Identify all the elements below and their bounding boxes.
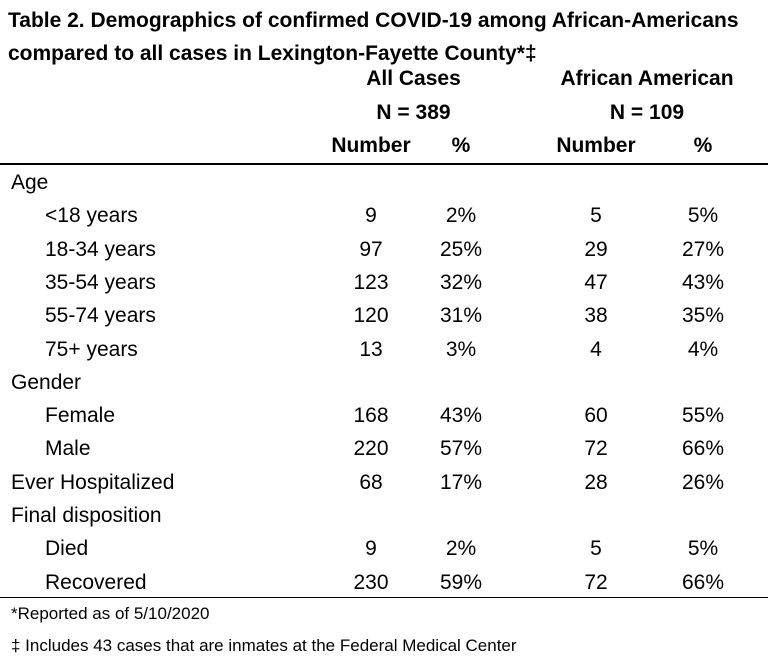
- group-header-african-american: African American: [560, 67, 734, 90]
- table-row: Age: [0, 166, 768, 199]
- african-american-number: 60: [584, 404, 608, 428]
- table-row: Male 220 57% 72 66%: [0, 432, 768, 465]
- row-label: 18-34 years: [45, 237, 156, 261]
- all-cases-percent: 31%: [439, 304, 483, 328]
- african-american-number: 72: [584, 437, 608, 461]
- african-american-percent: 66%: [681, 570, 725, 594]
- group-n-african-american: N = 109: [609, 101, 685, 124]
- african-american-number: 72: [584, 570, 608, 594]
- table-row: 75+ years 13 3% 4 4%: [0, 333, 768, 366]
- row-label: 75+ years: [45, 337, 138, 361]
- all-cases-number: 9: [365, 537, 377, 561]
- african-american-number: 5: [590, 537, 602, 561]
- all-cases-percent: 32%: [439, 270, 483, 294]
- row-label: <18 years: [45, 204, 138, 228]
- all-cases-percent: 2%: [445, 537, 477, 561]
- group-n-all-cases: N = 389: [376, 101, 451, 124]
- col-header-all-number: Number: [331, 134, 411, 157]
- table-row: 35-54 years 123 32% 47 43%: [0, 266, 768, 299]
- table-row: Died 9 2% 5 5%: [0, 532, 768, 565]
- african-american-percent: 5%: [687, 537, 719, 561]
- table-row: Gender: [0, 366, 768, 399]
- african-american-number: 47: [584, 270, 608, 294]
- col-header-all-percent: %: [451, 134, 471, 157]
- african-american-number: 5: [590, 204, 602, 228]
- row-label: Final disposition: [11, 504, 162, 527]
- footnote-inmates: ‡ Includes 43 cases that are inmates at …: [11, 636, 517, 655]
- all-cases-number: 230: [353, 570, 389, 594]
- row-label: 55-74 years: [45, 304, 156, 328]
- african-american-percent: 4%: [687, 337, 719, 361]
- african-american-percent: 27%: [681, 237, 725, 261]
- table-row: Final disposition: [0, 499, 768, 532]
- bottom-rule: [0, 597, 768, 598]
- all-cases-percent: 25%: [439, 237, 483, 261]
- footnote-reported: *Reported as of 5/10/2020: [11, 604, 210, 623]
- african-american-percent: 43%: [681, 270, 725, 294]
- african-american-percent: 5%: [687, 204, 719, 228]
- all-cases-number: 220: [353, 437, 389, 461]
- african-american-number: 29: [584, 237, 608, 261]
- african-american-percent: 35%: [681, 304, 725, 328]
- all-cases-number: 13: [359, 337, 383, 361]
- row-label: Male: [45, 437, 91, 461]
- african-american-percent: 66%: [681, 437, 725, 461]
- all-cases-percent: 2%: [445, 204, 477, 228]
- all-cases-number: 9: [365, 204, 377, 228]
- african-american-number: 28: [584, 470, 608, 494]
- row-label: Female: [45, 404, 116, 428]
- table-row: Ever Hospitalized 68 17% 28 26%: [0, 466, 768, 499]
- all-cases-percent: 43%: [439, 404, 483, 428]
- table-title: Table 2. Demographics of confirmed COVID…: [8, 9, 739, 65]
- row-label: Age: [11, 171, 49, 194]
- row-label: Recovered: [45, 570, 147, 594]
- all-cases-number: 168: [353, 404, 389, 428]
- row-label: Died: [45, 537, 89, 561]
- all-cases-percent: 57%: [439, 437, 483, 461]
- african-american-percent: 55%: [681, 404, 725, 428]
- african-american-number: 4: [590, 337, 602, 361]
- all-cases-number: 123: [353, 270, 389, 294]
- african-american-percent: 26%: [681, 470, 725, 494]
- col-header-aa-percent: %: [693, 134, 713, 157]
- col-header-aa-number: Number: [556, 134, 636, 157]
- header-rule: [0, 163, 768, 165]
- african-american-number: 38: [584, 304, 608, 328]
- all-cases-percent: 59%: [439, 570, 483, 594]
- row-label: 35-54 years: [45, 270, 156, 294]
- table-row: Recovered 230 59% 72 66%: [0, 566, 768, 599]
- all-cases-percent: 3%: [445, 337, 477, 361]
- table-row: 55-74 years 120 31% 38 35%: [0, 299, 768, 332]
- row-label: Gender: [11, 370, 82, 394]
- all-cases-percent: 17%: [439, 470, 483, 494]
- all-cases-number: 68: [359, 470, 383, 494]
- table-row: Female 168 43% 60 55%: [0, 399, 768, 432]
- row-label: Ever Hospitalized: [11, 470, 175, 494]
- group-header-all-cases: All Cases: [366, 67, 461, 90]
- all-cases-number: 97: [359, 237, 383, 261]
- table-row: 18-34 years 97 25% 29 27%: [0, 233, 768, 266]
- all-cases-number: 120: [353, 304, 389, 328]
- table-row: <18 years 9 2% 5 5%: [0, 199, 768, 232]
